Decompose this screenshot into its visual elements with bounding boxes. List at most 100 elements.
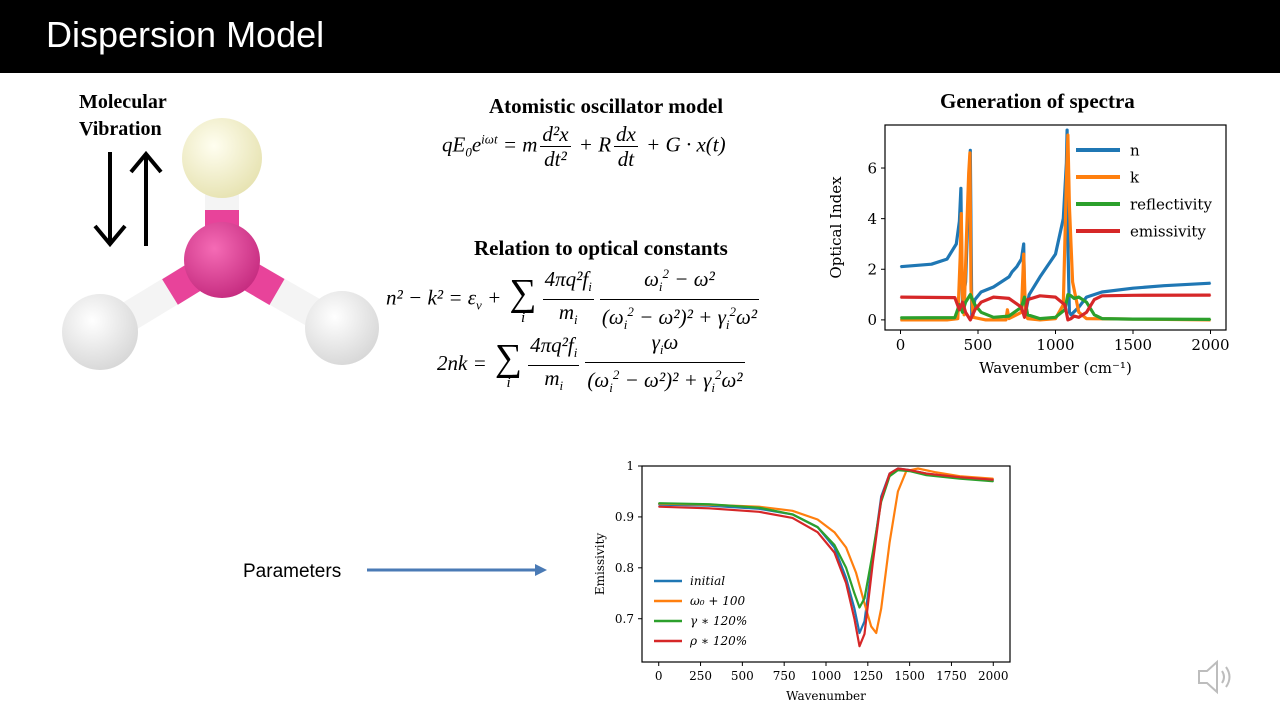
x-axis-label: Wavenumber bbox=[786, 689, 866, 703]
data-point-1 bbox=[855, 572, 857, 574]
data-point-0 bbox=[863, 620, 866, 622]
data-point-2 bbox=[858, 606, 861, 609]
x-tick-label: 1750 bbox=[936, 669, 967, 683]
x-tick-label: 1500 bbox=[1114, 336, 1152, 354]
data-point-1 bbox=[889, 541, 891, 543]
x-tick-label: 2000 bbox=[978, 669, 1009, 683]
data-point-1 bbox=[1078, 311, 1080, 313]
parameters-arrow bbox=[367, 564, 547, 576]
data-point-2 bbox=[965, 301, 967, 303]
data-point-1 bbox=[970, 288, 972, 291]
molecule-illustration bbox=[62, 118, 379, 370]
data-point-3 bbox=[845, 582, 847, 584]
data-point-3 bbox=[925, 473, 927, 475]
data-point-0 bbox=[1023, 243, 1025, 245]
data-point-3 bbox=[1132, 294, 1134, 296]
data-point-0 bbox=[960, 187, 962, 189]
data-point-0 bbox=[1062, 218, 1064, 220]
data-point-2 bbox=[974, 304, 976, 306]
data-point-3 bbox=[1093, 299, 1095, 301]
data-point-0 bbox=[974, 299, 976, 301]
molecule-label-line1: Molecular bbox=[79, 91, 167, 113]
x-tick-label: 1000 bbox=[811, 669, 842, 683]
data-point-1 bbox=[934, 471, 936, 473]
data-point-0 bbox=[1020, 258, 1022, 260]
data-point-3 bbox=[1039, 295, 1041, 297]
data-point-1 bbox=[1027, 318, 1029, 320]
legend-label-3: ρ ∗ 120% bbox=[689, 634, 747, 648]
x-tick-label: 750 bbox=[773, 669, 796, 683]
data-point-2 bbox=[833, 544, 835, 546]
data-point-2 bbox=[1209, 318, 1212, 320]
y-tick-label: 2 bbox=[867, 261, 877, 279]
data-point-1 bbox=[1008, 318, 1010, 320]
data-point-2 bbox=[791, 513, 794, 515]
data-point-3 bbox=[833, 551, 835, 554]
data-point-3 bbox=[658, 506, 660, 508]
data-point-0 bbox=[1011, 271, 1013, 273]
data-point-0 bbox=[980, 291, 982, 293]
optical-index-chart: 0 500 1000 1500 2000 0 2 4 6 Wavenumber (cm⁻¹) Opt… bbox=[828, 124, 1230, 377]
data-point-3 bbox=[965, 311, 967, 313]
y-tick-label: 6 bbox=[867, 159, 877, 177]
data-point-1 bbox=[897, 490, 899, 493]
optical-heading: Relation to optical constants bbox=[474, 236, 728, 260]
data-point-3 bbox=[708, 507, 710, 509]
data-point-1 bbox=[875, 632, 877, 634]
data-point-1 bbox=[963, 314, 965, 316]
data-point-0 bbox=[1039, 276, 1041, 278]
legend-label-1: ω₀ + 100 bbox=[690, 594, 746, 608]
data-point-2 bbox=[1132, 318, 1134, 320]
data-point-1 bbox=[1023, 253, 1025, 255]
data-point-0 bbox=[1085, 296, 1088, 298]
data-point-1 bbox=[965, 238, 967, 240]
data-point-3 bbox=[1023, 316, 1026, 318]
y-tick-label: 0.9 bbox=[615, 510, 634, 524]
data-point-3 bbox=[1067, 319, 1069, 321]
data-point-2 bbox=[708, 503, 710, 505]
y-axis-label: Optical Index bbox=[828, 176, 845, 279]
data-point-0 bbox=[1067, 243, 1069, 245]
molecule-label-line2: Vibration bbox=[79, 118, 162, 140]
n2-k2-equation: n² − k² = εv + ∑ i 4πq²fi mi ωi2 − ω² (ωi2 − … bbox=[386, 262, 762, 337]
data-point-0 bbox=[845, 577, 847, 579]
data-point-3 bbox=[958, 309, 960, 311]
data-point-2 bbox=[1023, 296, 1026, 298]
data-point-2 bbox=[1085, 301, 1088, 303]
data-point-1 bbox=[1005, 319, 1007, 321]
data-point-0 bbox=[858, 632, 861, 634]
data-point-0 bbox=[1008, 276, 1010, 278]
two-nk-equation: 2nk = ∑ i 4πq²fi mi γiω (ωi2 − ω²)² + γi2ω² bbox=[437, 330, 745, 396]
x-axis-label: Wavenumber (cm⁻¹) bbox=[979, 359, 1132, 377]
data-point-1 bbox=[917, 467, 919, 470]
slide-title: Dispersion Model bbox=[46, 14, 325, 55]
data-point-2 bbox=[925, 474, 927, 476]
data-point-2 bbox=[863, 597, 866, 599]
legend-label-3: emissivity bbox=[1130, 222, 1206, 240]
data-point-3 bbox=[1008, 297, 1010, 299]
data-point-0 bbox=[969, 149, 971, 151]
speaker-icon[interactable] bbox=[1196, 658, 1238, 696]
data-point-3 bbox=[974, 309, 976, 311]
data-point-2 bbox=[1073, 297, 1075, 299]
data-point-3 bbox=[889, 473, 891, 475]
data-point-2 bbox=[1039, 318, 1041, 320]
data-point-0 bbox=[992, 286, 995, 288]
data-point-0 bbox=[1163, 285, 1165, 287]
data-point-2 bbox=[959, 478, 961, 480]
y-tick-label: 0 bbox=[867, 311, 877, 329]
data-point-3 bbox=[954, 297, 956, 299]
data-point-1 bbox=[961, 294, 964, 296]
data-point-0 bbox=[1066, 129, 1068, 131]
data-point-0 bbox=[955, 243, 957, 245]
data-point-3 bbox=[992, 479, 994, 481]
data-point-1 bbox=[880, 607, 882, 610]
x-tick-label: 500 bbox=[731, 669, 754, 683]
data-point-2 bbox=[853, 592, 855, 594]
data-point-2 bbox=[1054, 316, 1057, 318]
data-point-1 bbox=[969, 152, 971, 154]
data-point-1 bbox=[946, 319, 948, 321]
data-point-1 bbox=[791, 510, 794, 512]
data-point-3 bbox=[959, 476, 961, 478]
data-point-3 bbox=[909, 469, 911, 471]
